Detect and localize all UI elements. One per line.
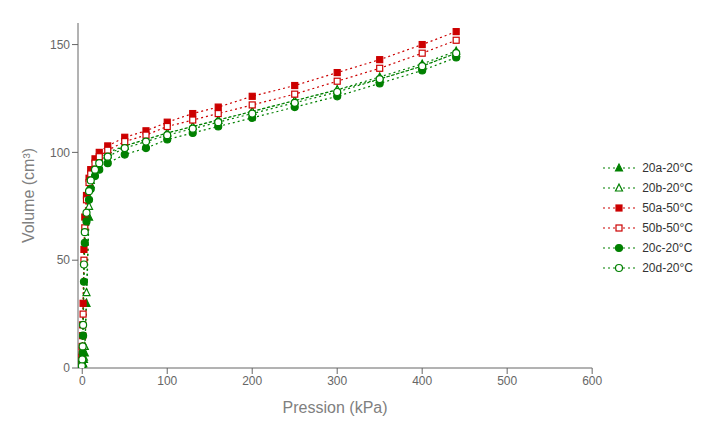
svg-text:Pression (kPa): Pression (kPa) bbox=[283, 399, 388, 416]
svg-text:300: 300 bbox=[327, 374, 347, 388]
svg-text:0: 0 bbox=[63, 361, 70, 375]
svg-text:50: 50 bbox=[57, 253, 71, 267]
html-text:20c-20°C: 20c-20°C bbox=[642, 241, 693, 255]
svg-text:600: 600 bbox=[582, 374, 602, 388]
svg-text:100: 100 bbox=[157, 374, 177, 388]
svg-text:200: 200 bbox=[242, 374, 262, 388]
svg-text:500: 500 bbox=[497, 374, 517, 388]
svg-text:150: 150 bbox=[50, 38, 70, 52]
html-text:20d-20°C: 20d-20°C bbox=[642, 261, 693, 275]
svg-text:0: 0 bbox=[79, 374, 86, 388]
svg-text:Volume (cm³): Volume (cm³) bbox=[20, 148, 37, 243]
html-text:20a-20°C: 20a-20°C bbox=[642, 161, 693, 175]
svg-text:400: 400 bbox=[412, 374, 432, 388]
svg-text:100: 100 bbox=[50, 146, 70, 160]
html-text:20b-20°C: 20b-20°C bbox=[642, 181, 693, 195]
html-text:50b-50°C: 50b-50°C bbox=[642, 221, 693, 235]
html-text:50a-50°C: 50a-50°C bbox=[642, 201, 693, 215]
